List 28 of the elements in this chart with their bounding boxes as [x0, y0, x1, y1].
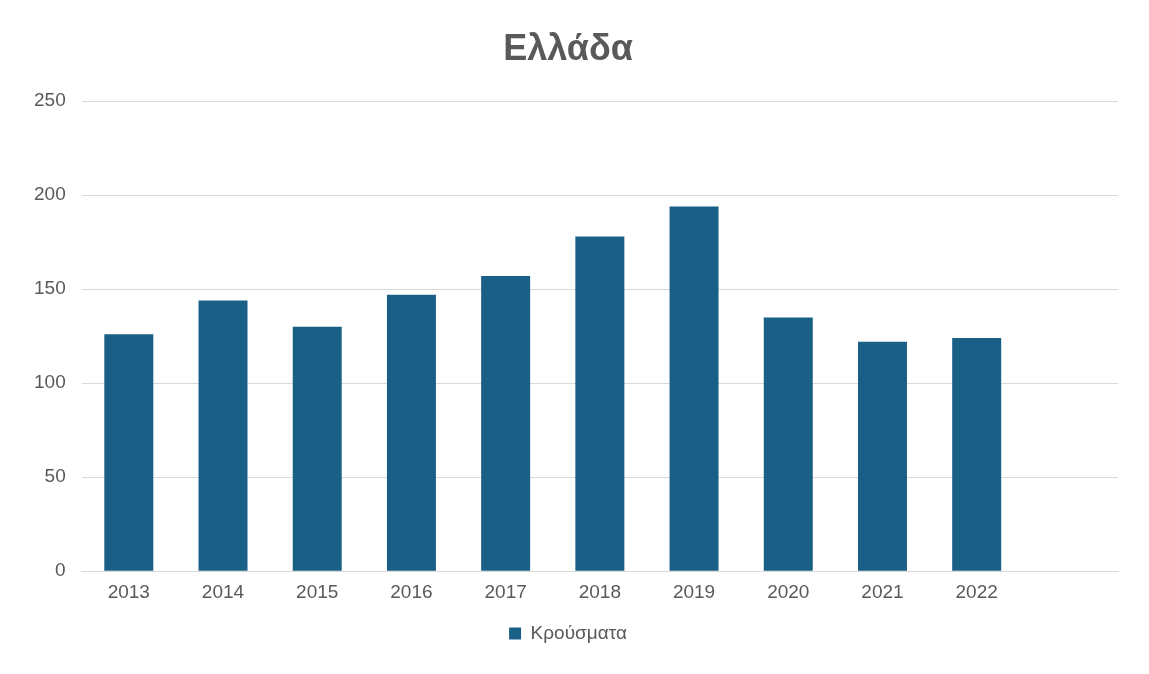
x-tick-label: 2020: [767, 580, 810, 602]
chart-title: Ελλάδα: [503, 26, 633, 68]
x-tick-label: 2016: [390, 580, 433, 602]
y-tick-label: 200: [34, 183, 66, 205]
x-tick-label: 2018: [578, 580, 621, 602]
x-tick-label: 2013: [107, 580, 150, 602]
bar: [857, 341, 907, 571]
bar: [669, 206, 719, 571]
legend-label: Κρούσματα: [530, 621, 627, 643]
x-tick-label: 2017: [484, 580, 527, 602]
y-tick-label: 250: [34, 89, 66, 111]
x-tick-label: 2014: [201, 580, 245, 602]
y-tick-label: 100: [34, 371, 66, 393]
bar: [952, 338, 1002, 571]
bar: [575, 236, 625, 571]
bar: [763, 317, 813, 571]
bar: [386, 294, 436, 571]
x-tick-label: 2019: [672, 580, 716, 602]
bar: [481, 276, 531, 571]
x-tick-label: 2022: [955, 580, 998, 602]
y-tick-label: 150: [34, 277, 66, 299]
bar: [198, 300, 248, 571]
bar: [104, 334, 154, 571]
bar: [292, 326, 342, 571]
x-tick-label: 2021: [861, 580, 904, 602]
x-tick-label: 2015: [296, 580, 339, 602]
y-tick-label: 0: [55, 559, 66, 581]
y-tick-label: 50: [44, 465, 66, 487]
